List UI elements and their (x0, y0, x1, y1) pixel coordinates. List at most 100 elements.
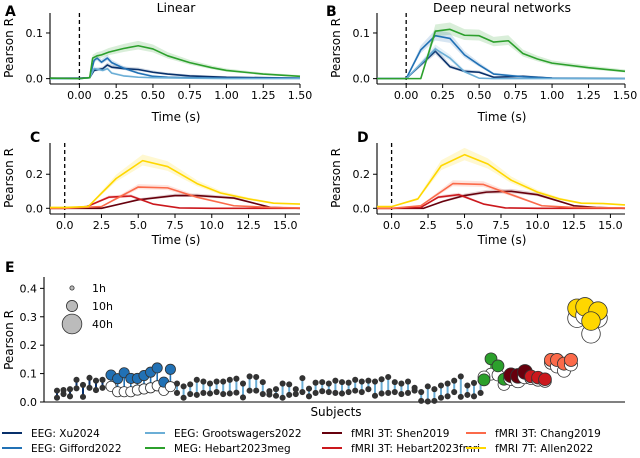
linear-marker-eeg-grootswagers2022 (180, 394, 187, 401)
panel-b-y-tick-label: 0.0 (353, 73, 371, 86)
dnn-marker-eeg-xu2024 (92, 377, 100, 384)
dnn-marker-eeg-grootswagers2022 (299, 375, 306, 382)
dnn-marker-eeg-grootswagers2022 (404, 378, 412, 385)
dnn-marker-fmri-3t-chang2019 (564, 353, 578, 367)
panel-a-title: Linear (157, 0, 197, 15)
panel-b-line-eeg-gifford2022 (377, 34, 626, 80)
dnn-marker-eeg-grootswagers2022 (253, 373, 260, 381)
linear-marker-eeg-grootswagers2022 (272, 392, 280, 399)
panel-d-band-fmri-7t-allen2022 (377, 147, 625, 207)
panel-a-x-tick-label: 1.25 (251, 89, 276, 102)
panel-d-y-tick-label: 0.0 (353, 202, 371, 215)
panel-b-xlabel: Time (s) (477, 110, 527, 124)
dnn-marker-eeg-grootswagers2022 (464, 382, 471, 389)
panel-a-x-tick-label: 1.50 (288, 89, 313, 102)
panel-b-line-eeg-grootswagers2022 (377, 48, 625, 80)
panel-a-ylabel: Pearson R (2, 18, 16, 78)
panel-a-line-meg-hebart2023meg (49, 44, 301, 80)
size-legend-label: 10h (92, 300, 113, 313)
panel-label-c: C (30, 130, 40, 146)
linear-marker-eeg-grootswagers2022 (451, 389, 458, 396)
panel-a-plot-area: 0.00 0.25 0.50 0.75 1.00 1.25 1.50 0.0 0.1 (26, 13, 313, 102)
panel-d-line-fmri-7t-allen2022 (377, 153, 626, 208)
panel-e-ylabel: Pearson R (2, 310, 16, 370)
linear-marker-eeg-grootswagers2022 (200, 389, 207, 396)
panel-d-x-tick-label: 10.0 (525, 219, 550, 232)
linear-marker-eeg-grootswagers2022 (325, 389, 332, 396)
dnn-marker-eeg-grootswagers2022 (305, 385, 313, 392)
panel-d-xlabel: Time (s) (477, 233, 527, 247)
legend-label-fmri-7t-allen2022: fMRI 7T: Allen2022 (495, 443, 593, 455)
legend-label-eeg-grootswagers2022: EEG: Grootswagers2022 (174, 428, 302, 440)
dnn-marker-eeg-grootswagers2022 (352, 376, 359, 383)
legend-label-eeg-gifford2022: EEG: Gifford2022 (31, 443, 122, 455)
dnn-marker-eeg-grootswagers2022 (325, 380, 332, 387)
panel-d-x-tick-label: 12.5 (562, 219, 587, 232)
panel-d-band-fmri-3t-chang2019 (377, 180, 625, 209)
linear-marker-eeg-grootswagers2022 (220, 390, 227, 398)
panel-d-x-tick-label: 2.5 (419, 219, 437, 232)
linear-marker-eeg-grootswagers2022 (398, 390, 405, 398)
panel-b-x-tick-label: 0.25 (430, 89, 455, 102)
panel-d-x-tick-label: 5.0 (456, 219, 474, 232)
dnn-marker-eeg-grootswagers2022 (398, 380, 405, 387)
panel-a-x-tick-label: 0.75 (177, 89, 202, 102)
panel-e-y-tick-label: 0.2 (20, 339, 38, 352)
panel-e-y-tick-label: 0.4 (20, 282, 38, 295)
linear-marker-eeg-grootswagers2022 (299, 389, 306, 396)
panel-a-band-meg-hebart2023meg (50, 40, 300, 79)
panel-c-x-tick-label: 15.0 (273, 219, 298, 232)
linear-marker-eeg-grootswagers2022 (279, 394, 286, 401)
legend-label-fmri-3t-chang2019: fMRI 3T: Chang2019 (495, 428, 601, 440)
linear-marker-eeg-grootswagers2022 (345, 389, 352, 396)
linear-marker-eeg-grootswagers2022 (233, 389, 240, 396)
linear-marker-eeg-grootswagers2022 (352, 387, 359, 394)
panel-c-ylabel: Pearson R (2, 148, 16, 208)
panel-a-xlabel: Time (s) (151, 110, 201, 124)
panel-c-y-tick-label: 0.2 (26, 168, 44, 181)
panel-b-ylabel: Pearson R (329, 18, 343, 78)
panel-d-x-tick-label: 0.0 (383, 219, 401, 232)
dnn-marker-eeg-grootswagers2022 (180, 383, 187, 390)
legend-label-fmri-3t-shen2019: fMRI 3T: Shen2019 (351, 428, 449, 440)
panel-b-title: Deep neural networks (433, 0, 571, 15)
dnn-marker-eeg-grootswagers2022 (345, 379, 352, 386)
legend-label-eeg-xu2024: EEG: Xu2024 (31, 428, 100, 440)
panel-d-plot-area: 0.0 2.5 5.0 7.5 10.0 12.5 15.0 0.0 0.2 (353, 143, 626, 232)
panel-e-y-tick-label: 0.3 (20, 311, 38, 324)
dnn-marker-eeg-grootswagers2022 (187, 381, 194, 388)
legend-label-meg-hebart2023meg: MEG: Hebart2023meg (174, 443, 291, 455)
linear-marker-eeg-grootswagers2022 (305, 393, 313, 400)
size-legend-label: 40h (92, 318, 113, 331)
dnn-marker-eeg-grootswagers2022 (418, 389, 425, 396)
dnn-marker-eeg-grootswagers2022 (457, 373, 464, 380)
panel-e-y-tick-label: 0.0 (20, 396, 38, 409)
dnn-marker-eeg-grootswagers2022 (437, 382, 445, 389)
dnn-marker-eeg-grootswagers2022 (200, 378, 207, 385)
panel-c-x-tick-label: 0.0 (56, 219, 74, 232)
linear-marker-eeg-grootswagers2022 (378, 390, 385, 397)
linear-marker-eeg-grootswagers2022 (418, 397, 425, 404)
dnn-marker-eeg-xu2024 (86, 374, 93, 381)
linear-marker-eeg-grootswagers2022 (464, 391, 471, 398)
panel-c-x-tick-label: 5.0 (129, 219, 147, 232)
dnn-marker-eeg-grootswagers2022 (378, 376, 385, 383)
dnn-marker-eeg-grootswagers2022 (332, 377, 339, 384)
panel-c-plot-area: 0.0 2.5 5.0 7.5 10.0 12.5 15.0 0.0 0.2 (26, 143, 301, 232)
linear-marker-eeg-grootswagers2022 (286, 391, 293, 398)
panel-label-d: D (357, 130, 369, 146)
size-legend-marker (61, 313, 83, 335)
panel-a-x-tick-label: 1.00 (214, 89, 239, 102)
panel-a-x-tick-label: 0.00 (67, 89, 92, 102)
panel-b-band-eeg-grootswagers2022 (377, 44, 625, 79)
panel-d-ylabel: Pearson R (329, 148, 343, 208)
panel-label-a: A (5, 4, 16, 20)
panel-b-x-tick-label: 1.00 (540, 89, 565, 102)
dnn-marker-eeg-grootswagers2022 (391, 379, 398, 386)
panel-c-fmri-linear: C Time (s) Pearson R 0.0 2.5 5.0 7.5 10.0 12.… (2, 130, 301, 247)
linear-marker-eeg-grootswagers2022 (391, 389, 398, 396)
panel-c-x-tick-label: 2.5 (93, 219, 111, 232)
dnn-marker-eeg-grootswagers2022 (220, 378, 227, 385)
dnn-marker-eeg-grootswagers2022 (338, 379, 346, 386)
